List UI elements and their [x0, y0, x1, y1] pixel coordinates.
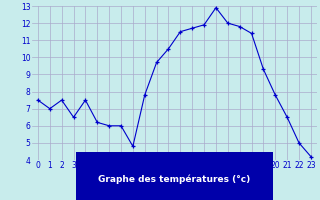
X-axis label: Graphe des températures (°c): Graphe des températures (°c) — [98, 175, 251, 184]
